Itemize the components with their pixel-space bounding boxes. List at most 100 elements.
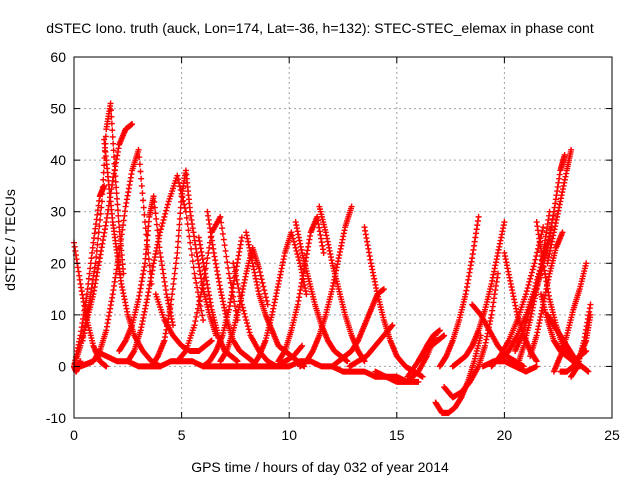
data-point bbox=[197, 293, 204, 300]
data-point bbox=[114, 207, 121, 214]
data-point bbox=[530, 263, 537, 270]
data-point bbox=[219, 230, 226, 237]
data-point bbox=[289, 232, 296, 239]
data-point bbox=[168, 296, 175, 303]
data-series bbox=[79, 100, 127, 344]
data-point bbox=[103, 363, 110, 370]
data-point bbox=[89, 244, 96, 251]
data-point bbox=[303, 291, 310, 298]
x-tick-label: 25 bbox=[604, 427, 620, 443]
y-tick-label: -10 bbox=[46, 410, 66, 426]
data-point bbox=[151, 198, 158, 205]
data-series bbox=[217, 244, 271, 365]
data-point bbox=[246, 329, 253, 336]
data-point bbox=[218, 219, 225, 226]
data-point bbox=[389, 322, 396, 329]
data-point bbox=[137, 168, 144, 175]
data-point bbox=[529, 266, 536, 273]
data-point bbox=[97, 210, 104, 217]
data-point bbox=[436, 327, 443, 334]
data-point bbox=[140, 204, 147, 211]
data-point bbox=[177, 210, 184, 217]
data-point bbox=[540, 224, 547, 231]
data-point bbox=[290, 235, 297, 242]
data-point bbox=[138, 182, 145, 189]
data-point bbox=[138, 175, 145, 182]
data-point bbox=[294, 251, 301, 258]
data-point bbox=[523, 288, 530, 295]
data-point bbox=[220, 236, 227, 243]
data-point bbox=[177, 204, 184, 211]
data-point bbox=[222, 247, 229, 254]
data-point bbox=[237, 297, 244, 304]
data-series bbox=[514, 208, 553, 370]
data-point bbox=[561, 151, 568, 158]
data-point bbox=[441, 332, 448, 339]
y-tick-label: 60 bbox=[50, 49, 66, 65]
data-series bbox=[264, 358, 422, 385]
data-point bbox=[89, 249, 96, 256]
data-point bbox=[190, 264, 197, 271]
x-tick-label: 0 bbox=[70, 427, 78, 443]
data-point bbox=[204, 255, 211, 262]
data-point bbox=[262, 290, 269, 297]
data-point bbox=[291, 241, 298, 248]
data-point bbox=[115, 212, 122, 219]
data-point bbox=[533, 363, 540, 370]
data-point bbox=[136, 154, 143, 161]
data-point bbox=[175, 238, 182, 245]
data-point bbox=[238, 301, 245, 308]
data-point bbox=[419, 373, 426, 380]
data-point bbox=[200, 317, 207, 324]
y-axis-ticks: -10 0 10 20 30 40 50 60 bbox=[46, 49, 612, 426]
data-point bbox=[135, 146, 142, 153]
plot-frame bbox=[73, 56, 613, 419]
data-point bbox=[585, 368, 592, 375]
data-point bbox=[568, 146, 575, 153]
data-point bbox=[161, 213, 168, 220]
data-points bbox=[71, 100, 594, 416]
data-point bbox=[85, 275, 92, 282]
data-point bbox=[98, 198, 105, 205]
data-point bbox=[288, 229, 295, 236]
data-point bbox=[380, 286, 387, 293]
y-tick-label: 50 bbox=[50, 101, 66, 117]
data-point bbox=[108, 120, 115, 127]
data-point bbox=[84, 286, 91, 293]
data-point bbox=[533, 358, 540, 365]
data-point bbox=[257, 272, 264, 279]
data-point bbox=[206, 244, 213, 251]
data-point bbox=[182, 348, 189, 355]
data-point bbox=[174, 244, 181, 251]
data-point bbox=[112, 178, 119, 185]
data-point bbox=[533, 253, 540, 260]
data-point bbox=[522, 291, 529, 298]
data-point bbox=[129, 121, 136, 128]
data-point bbox=[587, 301, 594, 308]
data-point bbox=[107, 100, 114, 107]
data-point bbox=[185, 227, 192, 234]
data-series bbox=[568, 301, 594, 380]
data-series bbox=[479, 358, 540, 375]
data-point bbox=[234, 280, 241, 287]
data-point bbox=[98, 204, 105, 211]
data-point bbox=[293, 247, 300, 254]
data-point bbox=[226, 275, 233, 282]
data-point bbox=[298, 343, 305, 350]
data-point bbox=[263, 297, 270, 304]
data-point bbox=[110, 147, 117, 154]
data-point bbox=[225, 264, 232, 271]
data-point bbox=[139, 190, 146, 197]
data-point bbox=[221, 242, 228, 249]
data-point bbox=[236, 289, 243, 296]
data-point bbox=[170, 280, 177, 287]
data-point bbox=[224, 259, 231, 266]
data-point bbox=[108, 107, 115, 114]
data-point bbox=[99, 191, 106, 198]
data-series bbox=[204, 208, 256, 365]
data-point bbox=[219, 225, 226, 232]
data-point bbox=[208, 337, 215, 344]
data-point bbox=[99, 183, 106, 190]
data-point bbox=[169, 322, 176, 329]
